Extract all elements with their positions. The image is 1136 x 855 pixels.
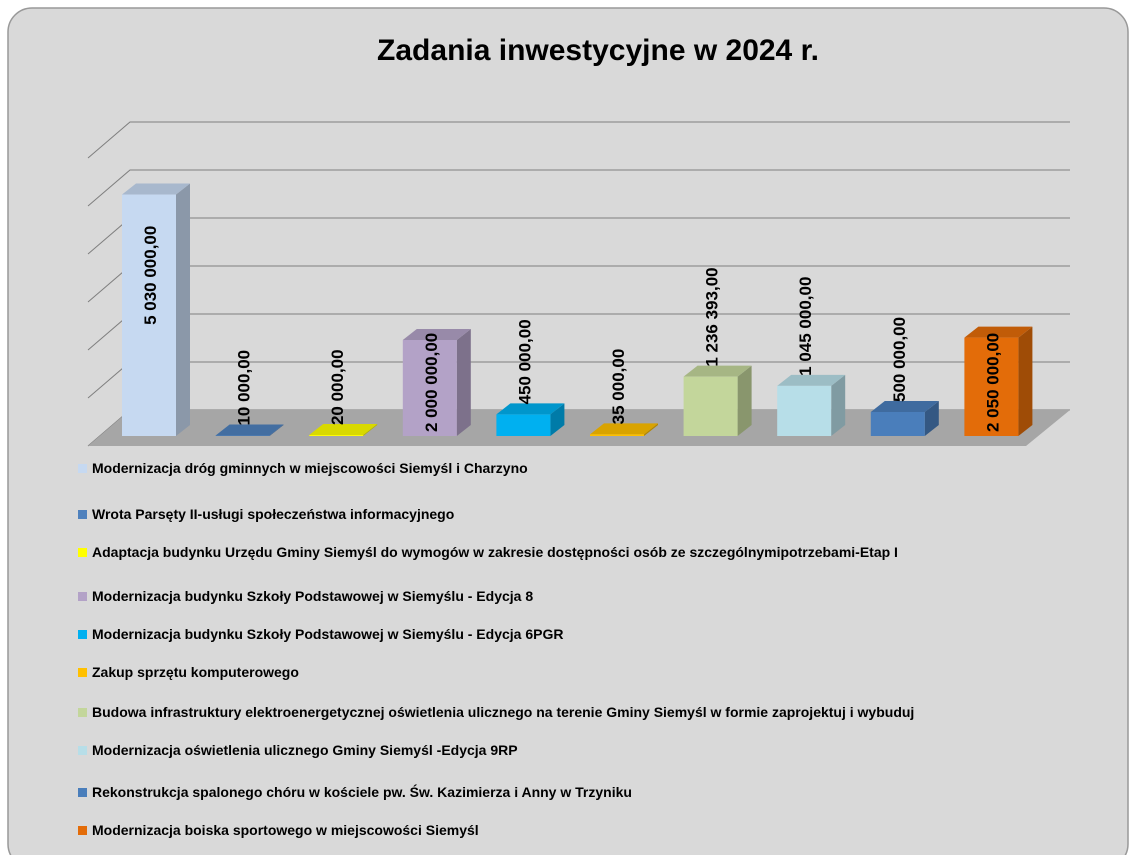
legend-label: Zakup sprzętu komputerowego — [92, 664, 299, 680]
bar-side — [456, 329, 471, 436]
bar — [870, 401, 939, 436]
bar-top — [777, 374, 846, 386]
bar-side — [363, 424, 378, 436]
bar — [777, 374, 846, 436]
legend-label: Wrota Parsęty II-usługi społeczeństwa in… — [92, 506, 455, 522]
bar-top — [309, 424, 378, 436]
data-label: 450 000,00 — [515, 319, 534, 404]
bar-front — [496, 414, 551, 436]
grid-line — [87, 121, 1070, 159]
bar-top — [402, 329, 471, 340]
legend-label: Modernizacja budynku Szkoły Podstawowej … — [92, 626, 564, 642]
bar — [309, 424, 378, 436]
bar-front — [309, 435, 364, 436]
bar — [964, 326, 1033, 436]
bar-front — [402, 340, 457, 436]
legend-entry: Modernizacja budynku Szkoły Podstawowej … — [78, 627, 1118, 642]
bar-side — [176, 183, 190, 436]
legend-label: Modernizacja oświetlenia ulicznego Gminy… — [92, 742, 518, 758]
legend-entry: Zakup sprzętu komputerowego — [78, 665, 1118, 680]
bar-front — [870, 412, 925, 436]
bar-top — [590, 423, 658, 435]
legend-swatch — [78, 548, 87, 557]
legend-swatch — [78, 788, 87, 797]
legend-label: Modernizacja boiska sportowego w miejsco… — [92, 822, 479, 838]
bar-side — [1018, 326, 1033, 436]
bar-front — [683, 376, 738, 436]
legend-swatch — [78, 668, 87, 677]
data-label: 2 050 000,00 — [983, 333, 1002, 432]
legend-entry: Modernizacja boiska sportowego w miejsco… — [78, 823, 1118, 838]
bar-top — [870, 401, 939, 412]
data-label: 35 000,00 — [609, 349, 628, 425]
data-label: 20 000,00 — [328, 349, 347, 425]
bar-side — [831, 374, 846, 436]
bar — [122, 183, 190, 436]
legend-entry: Modernizacja budynku Szkoły Podstawowej … — [78, 589, 1118, 604]
legend-entry: Modernizacja oświetlenia ulicznego Gminy… — [78, 743, 1118, 758]
legend-swatch — [78, 708, 87, 717]
bar-top — [215, 424, 284, 436]
bar — [215, 424, 284, 436]
bar — [683, 365, 752, 436]
legend-swatch — [78, 510, 87, 519]
bar — [590, 423, 658, 436]
bar — [402, 329, 471, 436]
bar-side — [269, 424, 284, 436]
legend-label: Adaptacja budynku Urzędu Gminy Siemyśl d… — [92, 544, 898, 560]
grid-line — [87, 169, 1070, 207]
bar-side — [924, 401, 939, 436]
legend-entry: Modernizacja dróg gminnych w miejscowośc… — [78, 461, 1118, 476]
bar — [496, 403, 565, 436]
legend-entry: Rekonstrukcja spalonego chóru w kościele… — [78, 785, 1118, 800]
bar-top — [496, 403, 565, 415]
legend-entry: Budowa infrastruktury elektroenergetyczn… — [78, 705, 1118, 720]
legend-entry: Wrota Parsęty II-usługi społeczeństwa in… — [78, 507, 1118, 522]
legend-label: Modernizacja budynku Szkoły Podstawowej … — [92, 588, 534, 604]
legend-swatch — [78, 630, 87, 639]
legend-swatch — [78, 464, 87, 473]
bar-front — [964, 337, 1019, 436]
data-label: 1 045 000,00 — [796, 277, 815, 376]
legend-swatch — [78, 592, 87, 601]
bar-front — [590, 434, 644, 436]
bar-front — [777, 385, 832, 436]
legend-label: Budowa infrastruktury elektroenergetyczn… — [92, 704, 915, 720]
data-label: 10 000,00 — [235, 350, 254, 426]
legend-swatch — [78, 826, 87, 835]
data-label: 5 030 000,00 — [141, 226, 160, 325]
bar-side — [737, 365, 752, 436]
legend-label: Modernizacja dróg gminnych w miejscowośc… — [92, 460, 528, 476]
legend-swatch — [78, 746, 87, 755]
legend-label: Rekonstrukcja spalonego chóru w kościele… — [92, 784, 632, 800]
bar-top — [964, 326, 1033, 338]
bar-side — [550, 403, 565, 436]
data-label: 500 000,00 — [890, 317, 909, 402]
bar-front — [122, 194, 176, 436]
bar-top — [683, 365, 752, 377]
legend-entry: Adaptacja budynku Urzędu Gminy Siemyśl d… — [78, 545, 1118, 560]
chart-title: Zadania inwestycyjne w 2024 r. — [377, 34, 819, 67]
bar-side — [644, 423, 658, 436]
data-label: 1 236 393,00 — [703, 267, 722, 366]
data-label: 2 000 000,00 — [422, 333, 441, 432]
bar-top — [122, 183, 190, 195]
